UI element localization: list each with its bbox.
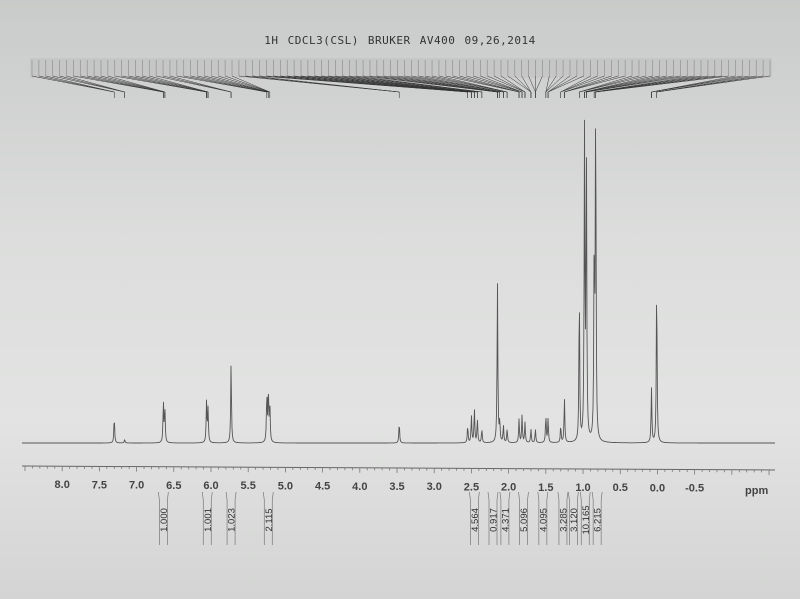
peak-label-leader xyxy=(107,75,166,98)
x-tick-label: -0.5 xyxy=(685,483,704,495)
x-tick-label: 6.0 xyxy=(203,480,218,492)
peak-label-leader xyxy=(535,75,543,98)
integral-bracket xyxy=(201,491,213,545)
integral-value: 6.215 xyxy=(593,508,604,532)
x-axis-label: ppm xyxy=(745,485,768,497)
peak-label-leader xyxy=(356,75,483,98)
peak-label-leader xyxy=(162,75,232,98)
x-tick-label: 8.0 xyxy=(55,479,70,491)
peak-label-leader xyxy=(560,75,605,98)
peak-label-leader xyxy=(521,75,532,98)
peak-label-leader xyxy=(595,75,729,98)
peak-label-leader xyxy=(128,75,207,98)
peak-label-band xyxy=(30,58,772,98)
integral-bracket xyxy=(262,491,274,545)
peak-label-leader xyxy=(87,75,164,98)
peak-label-leader xyxy=(528,75,536,98)
integral-value: 3.285 xyxy=(558,508,569,532)
integral-value: 10.165 xyxy=(581,505,592,534)
integrals: 1.000 1.001 1.023 2.115 4.564 0.917 4.371 5.096… xyxy=(158,491,604,545)
peak-label-leader xyxy=(593,75,708,98)
integral-value: 4.371 xyxy=(500,508,511,532)
integral-bracket xyxy=(518,491,529,545)
peak-label-leader xyxy=(579,75,646,98)
integral-bracket xyxy=(579,491,591,545)
peak-label-leader xyxy=(418,75,504,98)
integral-bracket xyxy=(487,491,499,545)
integral-value: 4.095 xyxy=(538,508,549,532)
x-tick-label: 7.0 xyxy=(129,480,144,492)
x-tick-label: 3.5 xyxy=(389,481,404,493)
peak-label-leader xyxy=(547,75,584,98)
integral-value: 1.001 xyxy=(203,508,214,532)
x-tick-label: 1.5 xyxy=(538,482,553,494)
peak-label-leader xyxy=(480,75,523,98)
peak-label-strip xyxy=(30,58,772,78)
peak-label-leader xyxy=(500,75,526,98)
x-tick-label: 5.0 xyxy=(278,480,293,492)
peak-label-leader xyxy=(45,75,115,98)
peak-label-leader xyxy=(273,75,468,98)
integral-value: 3.120 xyxy=(569,508,580,532)
peak-label-leader xyxy=(252,75,400,98)
x-tick-label: 5.5 xyxy=(241,480,256,492)
peak-label-leader xyxy=(656,75,771,98)
x-axis-line xyxy=(21,465,776,471)
peak-label-leader xyxy=(564,75,612,98)
peak-label-leader xyxy=(459,75,520,98)
integral-bracket xyxy=(537,491,549,545)
x-tick-label: 2.0 xyxy=(501,482,516,494)
integral-bracket xyxy=(469,491,480,545)
x-tick-label: 4.0 xyxy=(352,481,367,493)
peak-label-leader xyxy=(397,75,500,98)
integral-value: 0.917 xyxy=(488,508,499,532)
x-tick-label: 0.0 xyxy=(650,482,665,494)
x-tick-label: 3.0 xyxy=(427,481,442,493)
peak-label-leader xyxy=(149,75,209,98)
peak-label-leader xyxy=(507,75,532,98)
peak-label-leader xyxy=(651,75,750,98)
peak-label-leader xyxy=(545,75,564,98)
peak-label-leader xyxy=(584,75,667,98)
peak-label-leader xyxy=(335,75,478,98)
peak-label-leader xyxy=(190,75,268,98)
integral-value: 5.096 xyxy=(519,508,530,532)
integral-bracket xyxy=(557,491,569,545)
x-tick-label: 4.5 xyxy=(315,481,330,493)
integral-value: 2.115 xyxy=(264,508,275,531)
peak-label-leader xyxy=(438,75,508,98)
spectrum-title: 1H CDCL3(CSL) BRUKER AV400 09,26,2014 xyxy=(264,34,536,47)
integral-value: 1.023 xyxy=(227,508,238,532)
peak-label-leader xyxy=(586,75,688,98)
x-tick-label: 7.5 xyxy=(92,479,107,491)
peak-label-leader xyxy=(211,75,269,98)
integral-bracket xyxy=(225,491,237,545)
peak-label-leader xyxy=(204,75,269,98)
x-tick-label: 0.5 xyxy=(613,482,628,494)
peak-label-leader xyxy=(66,75,125,98)
peak-label-leader xyxy=(294,75,472,98)
peak-label-leader xyxy=(169,75,232,98)
x-tick-label: 2.5 xyxy=(464,481,479,493)
peak-label-leader xyxy=(314,75,475,98)
integral-bracket xyxy=(499,491,511,545)
integral-bracket xyxy=(591,491,603,545)
integral-bracket xyxy=(568,491,579,545)
integral-bracket xyxy=(158,491,169,545)
spectrum-line xyxy=(22,119,775,444)
peak-label-leader xyxy=(231,75,271,98)
peak-label-leader xyxy=(376,75,498,98)
x-axis-ticks: 8.0 7.5 7.0 6.5 6.0 5.5 5.0 4.5 4.0 3.5 3.0 2.5 2.0 1… xyxy=(24,466,770,495)
peak-label-leader xyxy=(156,75,232,98)
peak-label-leader xyxy=(142,75,209,98)
x-tick-label: 6.5 xyxy=(166,480,181,492)
integral-value: 4.564 xyxy=(470,508,481,532)
x-tick-label: 1.0 xyxy=(575,482,590,494)
peak-label-leader xyxy=(564,75,626,98)
integral-value: 1.000 xyxy=(159,508,170,532)
